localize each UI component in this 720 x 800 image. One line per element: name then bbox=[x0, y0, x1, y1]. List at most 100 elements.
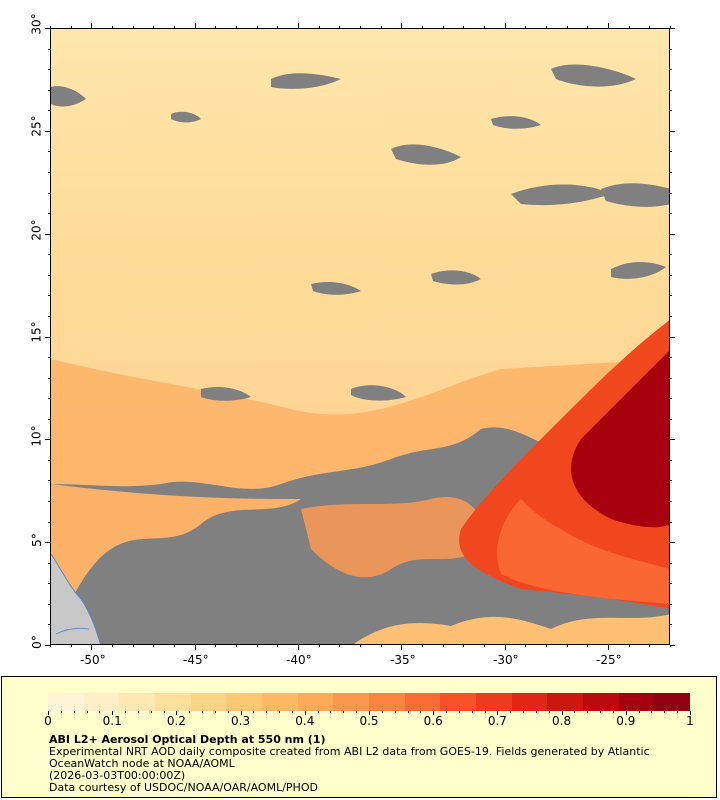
lat-tick bbox=[45, 233, 50, 235]
legend-panel: 0 0.1 0.2 0.3 0.4 0.5 0.6 0.7 0.8 0.9 1 ABI L2+ Ae… bbox=[1, 676, 717, 798]
lon-tick bbox=[628, 645, 630, 647]
lat-tick bbox=[48, 89, 50, 91]
lat-tick bbox=[45, 28, 50, 29]
lat-tick-right bbox=[670, 48, 672, 50]
lon-tick bbox=[484, 645, 485, 647]
lat-tick bbox=[48, 213, 50, 215]
colorbar-tick bbox=[407, 711, 409, 713]
colorbar-swatch bbox=[369, 693, 405, 711]
colorbar-tick bbox=[356, 711, 358, 713]
colorbar-tick bbox=[240, 711, 242, 715]
colorbar-tick bbox=[677, 711, 679, 713]
lat-tick-right bbox=[670, 439, 675, 441]
lat-tick-right bbox=[670, 28, 675, 29]
lon-tick-top bbox=[112, 26, 113, 28]
lat-tick bbox=[45, 542, 50, 544]
lat-tick-right bbox=[670, 501, 672, 503]
colorbar-tick bbox=[561, 711, 563, 715]
colorbar-swatch bbox=[155, 693, 191, 711]
lat-label-15n: 15° bbox=[29, 321, 44, 343]
lon-tick-top bbox=[236, 26, 237, 28]
lon-tick bbox=[215, 645, 217, 647]
lon-tick bbox=[318, 645, 320, 647]
colorbar-tick bbox=[638, 711, 640, 713]
colorbar-tick-label: 0.9 bbox=[616, 714, 636, 728]
colorbar-swatch bbox=[190, 693, 227, 711]
colorbar-tick bbox=[214, 711, 216, 713]
lat-tick-right bbox=[670, 110, 672, 112]
colorbar-swatch bbox=[476, 693, 512, 711]
lon-tick bbox=[670, 645, 671, 647]
colorbar-tick bbox=[587, 711, 589, 713]
lat-tick bbox=[45, 645, 50, 646]
lon-label-45w: -45° bbox=[183, 653, 209, 667]
lat-tick bbox=[45, 439, 50, 441]
lat-tick bbox=[48, 192, 50, 194]
colorbar-tick bbox=[394, 711, 396, 713]
lon-tick-top bbox=[91, 23, 93, 28]
lon-tick-top bbox=[566, 26, 568, 28]
no-data-gaps-north bbox=[51, 64, 669, 401]
colorbar-tick-label: 0.5 bbox=[359, 714, 379, 728]
lat-tick-right bbox=[670, 254, 672, 256]
colorbar-tick bbox=[304, 711, 306, 715]
land-south-america bbox=[51, 554, 101, 644]
lat-tick-right bbox=[670, 480, 672, 482]
colorbar-tick-label: 1 bbox=[686, 714, 694, 728]
colorbar-tick bbox=[73, 711, 75, 713]
lat-tick bbox=[48, 48, 50, 50]
lon-tick-top bbox=[298, 23, 299, 28]
lon-tick-top bbox=[256, 26, 258, 28]
colorbar-tick bbox=[176, 711, 178, 715]
lon-tick-top bbox=[70, 26, 72, 28]
lon-tick bbox=[608, 645, 609, 650]
lon-tick-top bbox=[194, 23, 196, 28]
lat-tick bbox=[48, 501, 50, 503]
colorbar-tick bbox=[330, 711, 332, 713]
colorbar-tick bbox=[471, 711, 473, 713]
lat-tick-right bbox=[670, 583, 672, 585]
colorbar-tick-label: 0.2 bbox=[166, 714, 186, 728]
lat-tick bbox=[48, 171, 50, 173]
lat-tick bbox=[48, 377, 50, 379]
colorbar-tick bbox=[279, 711, 281, 713]
lon-tick bbox=[256, 645, 258, 647]
colorbar-tick bbox=[625, 711, 627, 715]
lat-tick-right bbox=[670, 69, 672, 71]
colorbar-tick-label: 0.6 bbox=[423, 714, 443, 728]
colorbar-tick-label: 0.1 bbox=[102, 714, 122, 728]
lat-tick bbox=[48, 624, 50, 626]
colorbar-tick bbox=[446, 711, 448, 713]
lat-label-25n: 25° bbox=[29, 115, 44, 137]
colorbar-tick bbox=[125, 711, 127, 713]
lat-tick bbox=[48, 583, 50, 585]
lon-label-40w: -40° bbox=[286, 653, 312, 667]
legend-text: ABI L2+ Aerosol Optical Depth at 550 nm … bbox=[49, 734, 709, 794]
lat-tick-right bbox=[670, 171, 672, 173]
lat-tick bbox=[48, 418, 50, 420]
lon-tick bbox=[422, 645, 423, 647]
colorbar-swatch bbox=[618, 693, 655, 711]
colorbar-tick bbox=[86, 711, 88, 713]
lat-tick-right bbox=[670, 521, 672, 523]
colorbar-tick-label: 0.7 bbox=[487, 714, 507, 728]
lat-tick bbox=[45, 336, 50, 338]
colorbar-tick bbox=[253, 711, 255, 713]
aod-patches-southcentral bbox=[301, 497, 484, 578]
legend-title: ABI L2+ Aerosol Optical Depth at 550 nm … bbox=[49, 733, 326, 746]
aod-map-image bbox=[51, 29, 669, 644]
aod-patches-bottom bbox=[353, 614, 669, 644]
lon-tick bbox=[525, 645, 527, 647]
lat-label-30n: 30° bbox=[29, 13, 44, 35]
colorbar-tick bbox=[189, 711, 191, 713]
lon-tick bbox=[463, 645, 465, 647]
colorbar-swatch bbox=[511, 693, 548, 711]
lat-tick-right bbox=[670, 130, 675, 132]
colorbar-tick bbox=[458, 711, 460, 713]
lat-label-0: 0° bbox=[29, 635, 44, 649]
lon-tick-top bbox=[339, 26, 341, 28]
lon-tick-top bbox=[153, 26, 155, 28]
lon-tick-top bbox=[442, 26, 444, 28]
colorbar-swatch bbox=[226, 693, 263, 711]
lon-label-50w: -50° bbox=[80, 653, 106, 667]
